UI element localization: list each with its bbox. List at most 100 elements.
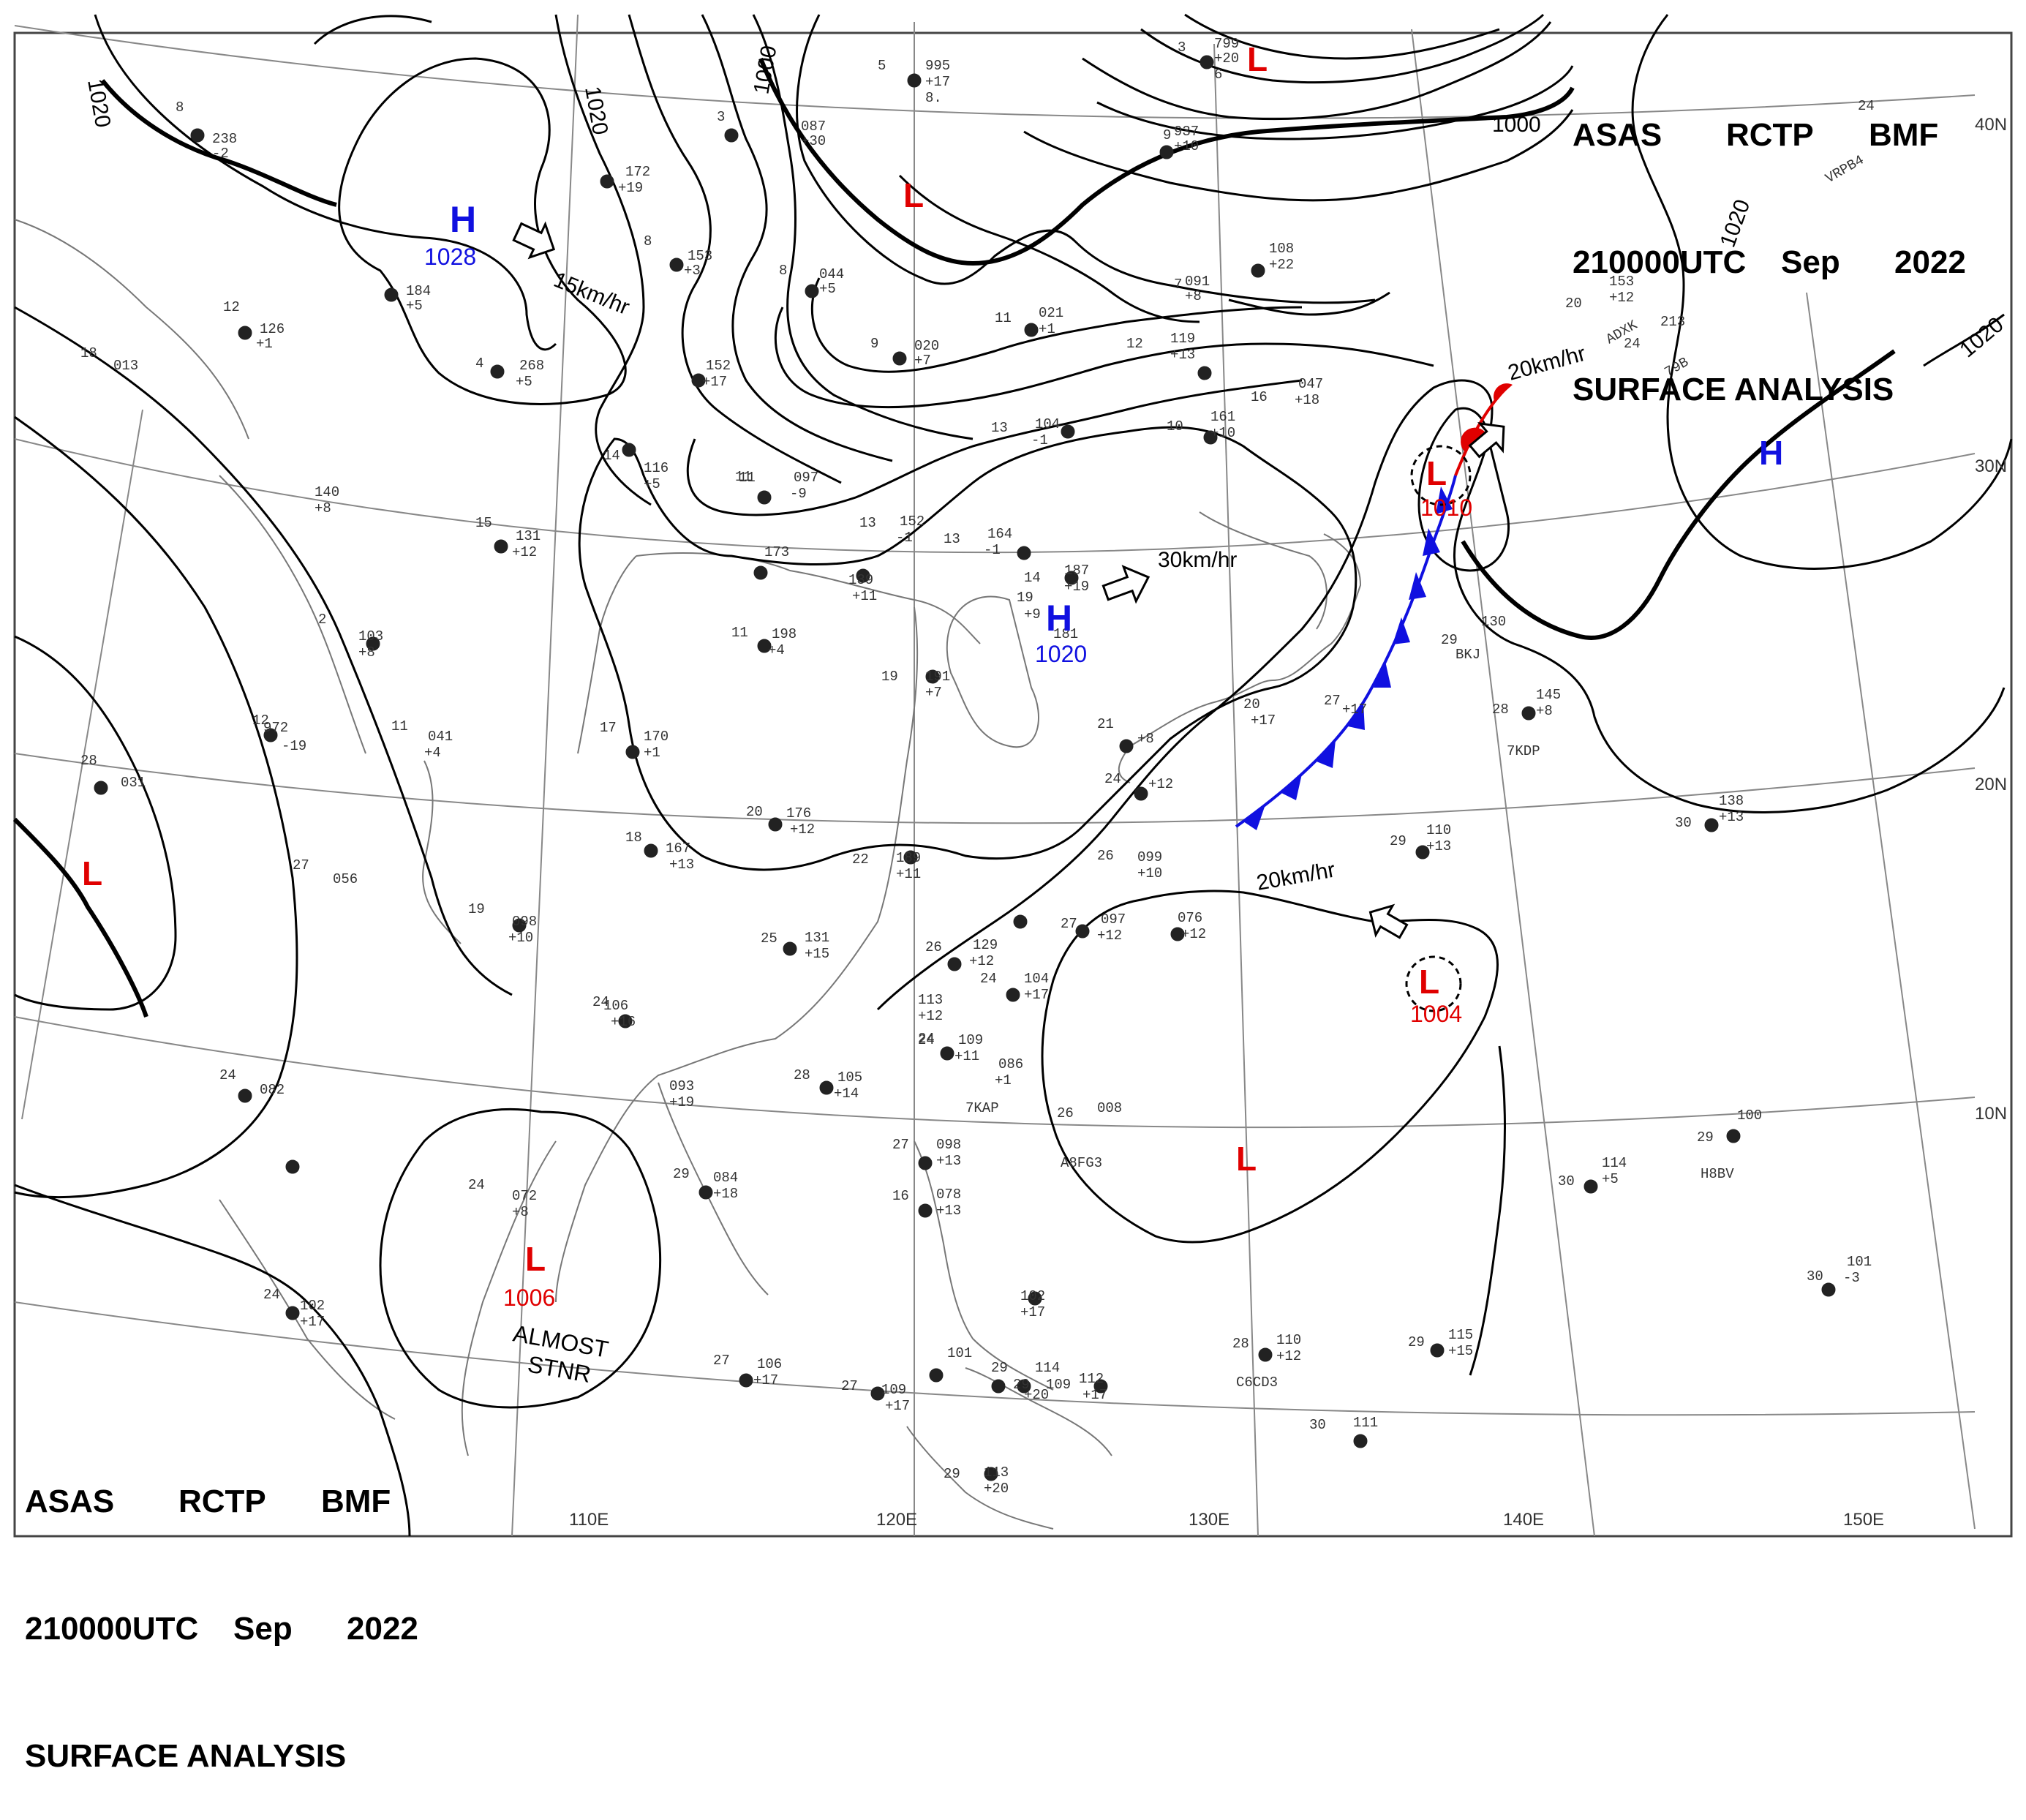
svg-text:+12: +12 (512, 544, 537, 560)
isobars (14, 13, 2013, 1537)
svg-text:082: 082 (260, 1082, 285, 1098)
svg-text:19: 19 (1017, 590, 1033, 606)
svg-text:+1: +1 (1039, 321, 1055, 337)
lat-label: 30N (1975, 456, 2007, 476)
svg-text:093: 093 (669, 1078, 694, 1094)
svg-text:110: 110 (1426, 822, 1451, 838)
svg-text:+17: +17 (925, 74, 950, 90)
svg-text:161: 161 (1210, 409, 1235, 425)
svg-text:+10: +10 (508, 930, 533, 946)
svg-text:28: 28 (1232, 1336, 1249, 1352)
svg-text:24: 24 (918, 1031, 935, 1047)
svg-text:+11: +11 (852, 588, 877, 604)
svg-text:20: 20 (746, 804, 763, 820)
svg-text:268: 268 (519, 358, 544, 374)
svg-text:097: 097 (794, 470, 818, 486)
svg-text:+13: +13 (669, 857, 694, 873)
svg-text:+17: +17 (1251, 712, 1276, 729)
isobar-low-center (796, 14, 1376, 304)
title-line-3: SURFACE ANALYSIS (25, 1738, 347, 1774)
isobar-mid-c (686, 379, 1303, 516)
svg-text:24: 24 (1858, 98, 1875, 114)
parallel-10n (14, 1016, 1976, 1129)
isobar-1000-a (554, 14, 652, 506)
svg-text:A8FG3: A8FG3 (1061, 1155, 1102, 1171)
svg-text:139: 139 (848, 572, 873, 588)
svg-text:+20: +20 (1214, 50, 1239, 67)
svg-text:20: 20 (1243, 696, 1260, 712)
low-ring-1010 (1410, 445, 1472, 506)
svg-text:8.: 8. (925, 90, 942, 106)
movement-label: 30km/hr (1158, 548, 1237, 572)
high-pressure-icon: H (1046, 598, 1072, 639)
svg-text:22: 22 (852, 851, 869, 868)
svg-text:+5: +5 (819, 281, 836, 297)
svg-text:+1: +1 (995, 1072, 1012, 1088)
svg-text:164: 164 (987, 526, 1012, 542)
svg-text:10: 10 (1167, 418, 1183, 435)
svg-text:184: 184 (406, 283, 431, 299)
svg-text:20: 20 (1565, 296, 1582, 312)
svg-text:29: 29 (991, 1360, 1008, 1376)
svg-text:020: 020 (914, 338, 939, 354)
svg-text:+4: +4 (768, 642, 785, 658)
svg-text:138: 138 (1719, 793, 1744, 809)
low-pressure-value: 1010 (1420, 495, 1472, 521)
low-ring-1004 (1405, 955, 1462, 1012)
map-title-bottom: ASAS RCTP BMF 210000UTC Sep 2022 SURFACE ANA… (25, 1396, 418, 1820)
lat-label: 10N (1975, 1104, 2007, 1124)
svg-text:29: 29 (1697, 1129, 1714, 1146)
high-pressure-value: 1028 (424, 244, 476, 270)
svg-text:+17: +17 (1024, 987, 1049, 1003)
svg-text:19: 19 (881, 669, 898, 685)
svg-text:+30: +30 (801, 133, 826, 149)
svg-text:5: 5 (878, 58, 886, 74)
svg-text:+14: +14 (834, 1086, 859, 1102)
isobar-1000-label-line (1096, 65, 1574, 140)
svg-text:17: 17 (600, 720, 617, 736)
svg-text:129: 129 (973, 937, 998, 953)
svg-text:29: 29 (1390, 833, 1406, 849)
svg-text:113: 113 (984, 1464, 1009, 1481)
svg-text:112: 112 (1079, 1371, 1104, 1387)
cold-front-barbs (1243, 486, 1453, 830)
svg-text:097: 097 (1101, 911, 1126, 928)
svg-text:098: 098 (512, 914, 537, 930)
svg-text:+8: +8 (1536, 703, 1553, 719)
low-centers (1405, 445, 1472, 1012)
svg-text:140: 140 (315, 484, 339, 500)
parallel-30n (14, 438, 1976, 554)
svg-text:-1: -1 (1031, 432, 1048, 448)
svg-text:+10: +10 (1137, 865, 1162, 881)
svg-text:+1: +1 (256, 336, 273, 352)
svg-text:14: 14 (1024, 570, 1041, 586)
svg-text:12: 12 (252, 712, 269, 729)
svg-text:6: 6 (1214, 67, 1222, 83)
svg-text:102: 102 (300, 1298, 325, 1314)
svg-text:126: 126 (260, 321, 285, 337)
svg-text:995: 995 (925, 58, 950, 74)
svg-text:-9: -9 (790, 486, 807, 502)
low-pressure-value: 1006 (503, 1285, 555, 1311)
svg-text:25: 25 (761, 930, 777, 947)
svg-text:+18: +18 (713, 1186, 738, 1202)
svg-text:109: 109 (958, 1032, 983, 1048)
svg-text:+12: +12 (918, 1008, 943, 1024)
svg-text:H8BV: H8BV (1701, 1166, 1734, 1182)
low-pressure-icon: L (525, 1240, 546, 1278)
svg-text:+1: +1 (644, 745, 660, 761)
svg-text:27: 27 (713, 1353, 730, 1369)
svg-text:+13: +13 (1170, 347, 1195, 363)
svg-text:11: 11 (995, 310, 1012, 326)
isobar-1012-ridge (898, 174, 1200, 323)
svg-text:+17: +17 (1082, 1387, 1107, 1403)
svg-text:28: 28 (794, 1067, 810, 1083)
svg-text:26: 26 (925, 939, 942, 955)
svg-text:101: 101 (1847, 1254, 1872, 1270)
svg-text:16: 16 (1251, 389, 1268, 405)
svg-text:30: 30 (1807, 1268, 1823, 1285)
svg-text:24: 24 (980, 971, 997, 987)
svg-text:972: 972 (263, 720, 288, 736)
svg-text:29: 29 (1013, 1377, 1030, 1393)
svg-text:7: 7 (1174, 277, 1182, 293)
